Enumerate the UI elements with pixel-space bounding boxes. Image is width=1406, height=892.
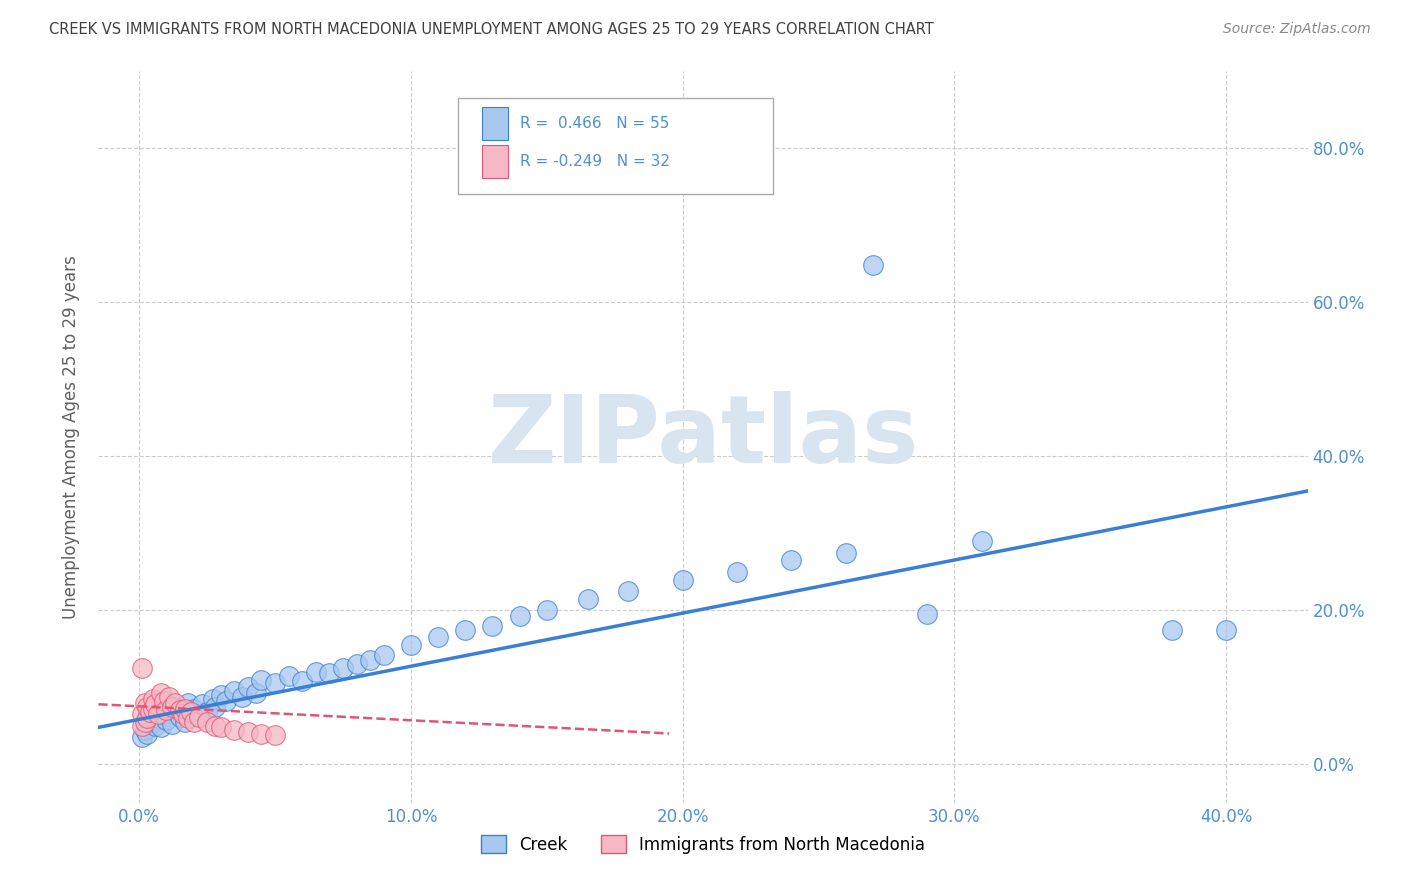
Point <box>224 684 246 698</box>
Point <box>172 707 194 722</box>
Point <box>970 534 993 549</box>
Point <box>576 591 599 606</box>
Point <box>454 623 477 637</box>
Text: R =  0.466   N = 55: R = 0.466 N = 55 <box>520 116 669 130</box>
Point <box>183 702 205 716</box>
Point <box>209 720 232 734</box>
Text: ZIPatlas: ZIPatlas <box>488 391 918 483</box>
Legend: Creek, Immigrants from North Macedonia: Creek, Immigrants from North Macedonia <box>474 829 932 860</box>
Point <box>142 714 165 729</box>
Point <box>136 726 159 740</box>
Point <box>190 698 212 712</box>
Point <box>188 707 211 722</box>
Point <box>359 653 381 667</box>
Point <box>139 705 162 719</box>
Point <box>204 699 226 714</box>
Point <box>142 702 165 716</box>
Point <box>231 690 253 704</box>
Point <box>172 705 194 719</box>
Point <box>264 676 287 690</box>
Point <box>915 607 938 622</box>
FancyBboxPatch shape <box>457 98 773 194</box>
Point <box>157 690 180 704</box>
Point <box>291 674 314 689</box>
Point <box>149 720 172 734</box>
Bar <box>482 145 509 178</box>
Point <box>264 728 287 742</box>
Point <box>131 719 153 733</box>
Point <box>134 696 156 710</box>
Point <box>177 696 200 710</box>
Point <box>277 669 299 683</box>
Point <box>188 709 211 723</box>
Point <box>134 714 156 729</box>
Point <box>305 665 328 679</box>
Point <box>155 713 177 727</box>
Point <box>134 723 156 737</box>
Point <box>1160 623 1182 637</box>
Text: CREEK VS IMMIGRANTS FROM NORTH MACEDONIA UNEMPLOYMENT AMONG AGES 25 TO 29 YEARS : CREEK VS IMMIGRANTS FROM NORTH MACEDONIA… <box>49 22 934 37</box>
Point <box>131 661 153 675</box>
Point <box>236 681 259 695</box>
Point <box>332 661 354 675</box>
Point <box>136 699 159 714</box>
Point <box>617 584 640 599</box>
Point <box>163 699 186 714</box>
Point <box>145 719 167 733</box>
Point <box>245 686 267 700</box>
Point <box>427 630 450 644</box>
Point <box>155 703 177 717</box>
Point <box>236 725 259 739</box>
Point <box>536 603 558 617</box>
Bar <box>482 107 509 140</box>
Point <box>142 691 165 706</box>
Point <box>169 709 191 723</box>
Point <box>148 707 170 722</box>
Point <box>204 719 226 733</box>
Point <box>148 711 170 725</box>
Text: R = -0.249   N = 32: R = -0.249 N = 32 <box>520 154 671 169</box>
Point <box>209 688 232 702</box>
Point <box>215 694 238 708</box>
Point <box>834 545 856 559</box>
Point <box>157 703 180 717</box>
Point <box>180 705 202 719</box>
Point <box>152 694 174 708</box>
Point <box>509 609 531 624</box>
Point <box>399 638 422 652</box>
Point <box>145 698 167 712</box>
Point <box>250 673 273 687</box>
Point <box>224 723 246 737</box>
Point <box>373 648 395 662</box>
Point <box>481 618 503 632</box>
Point <box>169 703 191 717</box>
Point <box>183 714 205 729</box>
Point <box>725 565 748 579</box>
Point <box>163 696 186 710</box>
Point <box>177 711 200 725</box>
Point <box>250 726 273 740</box>
Point <box>195 714 218 729</box>
Point <box>174 702 197 716</box>
Point <box>152 707 174 722</box>
Point <box>149 686 172 700</box>
Point <box>201 691 224 706</box>
Point <box>1215 623 1237 637</box>
Point <box>780 553 803 567</box>
Point <box>131 707 153 722</box>
Point <box>672 573 695 587</box>
Point <box>160 699 183 714</box>
Text: Source: ZipAtlas.com: Source: ZipAtlas.com <box>1223 22 1371 37</box>
Point <box>131 731 153 745</box>
Point <box>136 711 159 725</box>
Point <box>160 717 183 731</box>
Point <box>862 259 884 273</box>
Point <box>195 705 218 719</box>
Y-axis label: Unemployment Among Ages 25 to 29 years: Unemployment Among Ages 25 to 29 years <box>62 255 80 619</box>
Point <box>318 666 340 681</box>
Point <box>174 714 197 729</box>
Point <box>346 657 368 672</box>
